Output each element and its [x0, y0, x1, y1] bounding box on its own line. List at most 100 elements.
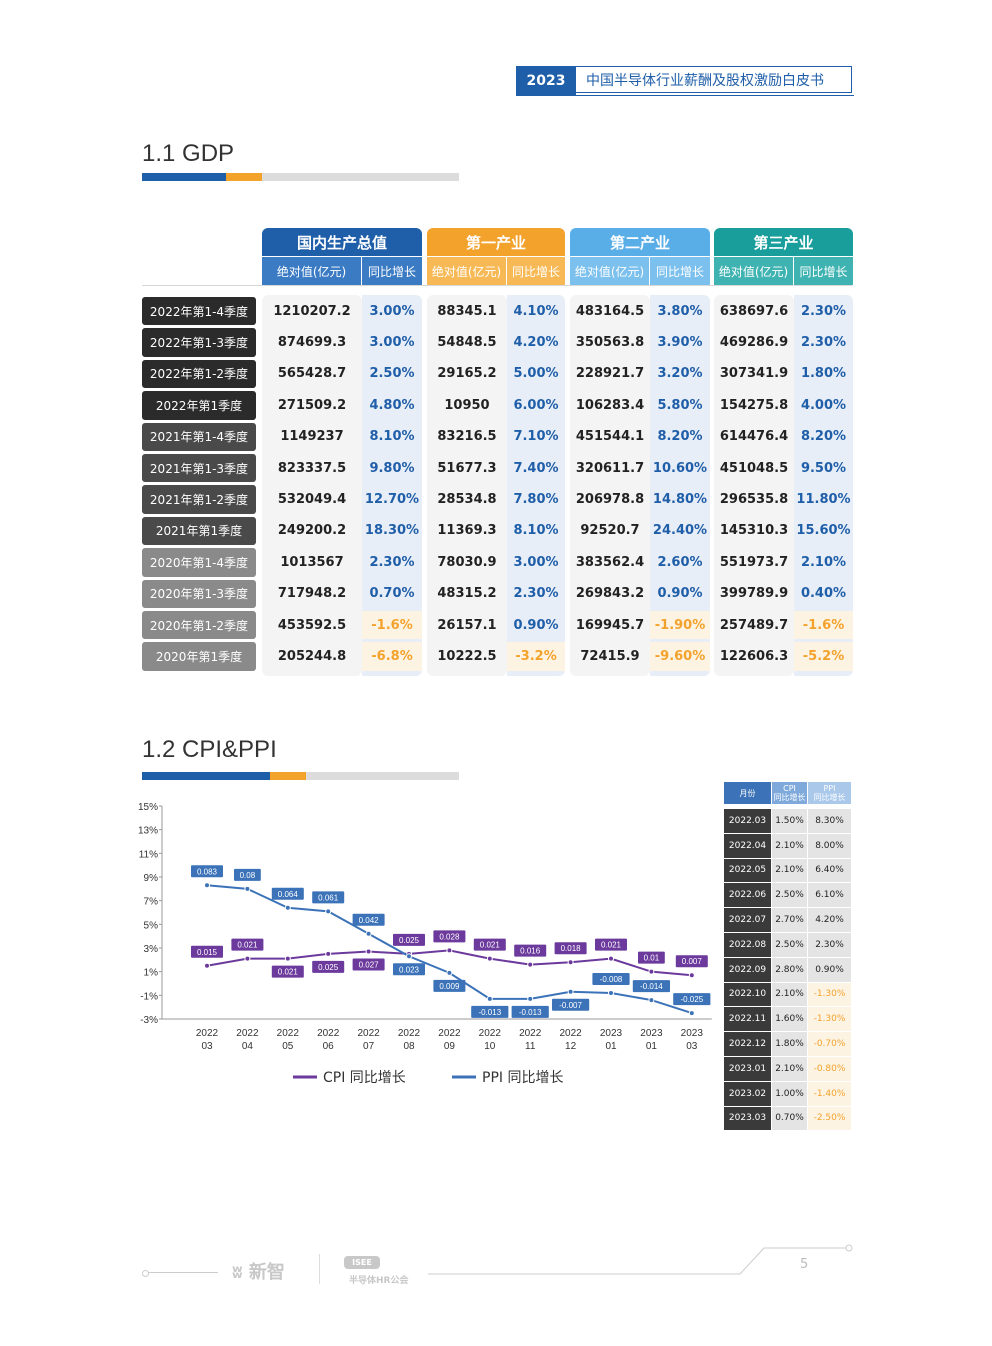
cpi-table-month: 2022.03 [724, 809, 771, 833]
gdp-cell-growth: -3.2% [507, 642, 565, 671]
gdp-row-label: 2020年第1-3季度 [142, 579, 256, 608]
gdp-cell-value: 638697.6 [719, 303, 789, 319]
ppi-data-label: 0.023 [399, 965, 420, 974]
ppi-point [486, 995, 493, 1002]
cpi-table-month: 2023.03 [724, 1106, 771, 1131]
xinzhi-logo-text: 新智 [248, 1262, 285, 1283]
cpi-data-label: 0.021 [480, 941, 501, 950]
chart-x-tick-label-year: 2022 [398, 1028, 421, 1039]
gdp-value-column-bg [427, 295, 507, 676]
chart-x-tick-label-year: 2023 [640, 1028, 663, 1039]
gdp-cell-value: 874699.3 [277, 335, 347, 351]
gdp-cell-growth: 3.00% [369, 335, 415, 351]
chart-y-tick-label: -3% [140, 1015, 158, 1026]
cpi-data-label-bg [271, 965, 304, 978]
gdp-cell-growth: 3.20% [657, 366, 703, 382]
gdp-cell-growth: 2.60% [657, 554, 703, 570]
cpi-table-ppi: -0.70% [808, 1032, 851, 1056]
ppi-data-label-bg [632, 980, 670, 993]
ppi-point [527, 995, 534, 1002]
gdp-cell-value: 249200.2 [277, 523, 347, 539]
gdp-cell-growth: 0.90% [657, 586, 703, 602]
gdp-group-header: 第三产业 [714, 228, 853, 256]
footer-line-left [148, 1272, 218, 1273]
footer-line-right [428, 1244, 853, 1275]
chart-x-tick-label-month: 12 [565, 1041, 577, 1052]
chart-x-tick-label-month: 11 [525, 1041, 536, 1052]
ppi-point [406, 953, 412, 960]
ppi-data-label-bg [352, 913, 385, 926]
ppi-point [244, 885, 251, 892]
cpi-table-ppi: 0.90% [808, 957, 851, 982]
ppi-data-label-bg [433, 979, 466, 992]
cpi-table-month: 2023.01 [724, 1057, 771, 1081]
gdp-row-label: 2022年第1-3季度 [142, 328, 256, 357]
gdp-cell-value: 453592.5 [277, 617, 347, 633]
gdp-cell-value: 83216.5 [437, 429, 497, 445]
ppi-data-label-bg [393, 963, 425, 976]
chart-x-tick-label-year: 2022 [479, 1028, 502, 1039]
gdp-cell-growth: 6.00% [513, 397, 559, 413]
gdp-cell-value: 10222.5 [437, 649, 497, 665]
cpi-data-label: 0.016 [520, 947, 541, 956]
gdp-cell-value: 399789.9 [719, 586, 789, 602]
cpi-point [527, 961, 534, 968]
gdp-group-header: 国内生产总值 [262, 228, 422, 256]
cpi-data-label-bg [554, 942, 587, 955]
ppi-data-label-bg [312, 891, 345, 904]
gdp-cell-growth: 11.80% [796, 492, 851, 508]
chart-x-tick-label-year: 2022 [559, 1028, 582, 1039]
cpi-table-cpi: 2.10% [772, 858, 807, 883]
chart-x-tick-label-month: 09 [444, 1041, 456, 1052]
gdp-cell-growth: -9.60% [650, 642, 710, 671]
gdp-cell-value: 205244.8 [277, 649, 347, 665]
gdp-section-title: 1.1 GDP [142, 140, 235, 167]
cpi-point [567, 959, 574, 966]
chart-y-tick-label: 5% [144, 920, 159, 931]
gdp-cell-growth: 4.00% [800, 397, 847, 413]
gdp-row-label: 2021年第1-2季度 [142, 485, 256, 514]
gdp-cell-growth: 3.00% [369, 303, 415, 319]
ppi-data-label: -0.014 [640, 982, 663, 991]
cpi-data-label-bg [352, 958, 385, 971]
legend-label: PPI 同比增长 [482, 1070, 563, 1086]
ppi-point [648, 997, 655, 1004]
gdp-cell-value: 614476.4 [719, 429, 789, 445]
ppi-point [204, 882, 210, 889]
cpi-table-ppi: 4.20% [808, 908, 851, 932]
cpi-table-cpi: 1.80% [772, 1032, 807, 1056]
ppi-point [446, 969, 453, 976]
page-number: 5 [800, 1257, 809, 1272]
cpi-data-label: 0.025 [399, 936, 420, 945]
cpi-table-ppi: -0.80% [808, 1057, 851, 1081]
gdp-title-underline [142, 173, 459, 181]
gdp-cell-value: 48315.2 [437, 586, 497, 602]
cpi-data-label-bg [675, 955, 708, 968]
gdp-cell-growth: 8.10% [513, 523, 559, 539]
gdp-row-label: 2021年第1季度 [142, 516, 256, 546]
ppi-data-label: -0.013 [478, 1008, 501, 1017]
gdp-cell-growth: 7.80% [513, 492, 559, 508]
ppi-data-label-bg [673, 993, 711, 1006]
gdp-cell-growth: 2.30% [513, 586, 559, 602]
gdp-cell-growth: 18.30% [364, 523, 420, 539]
cpi-table-ppi: 8.30% [808, 809, 851, 833]
gdp-row-label: 2020年第1-2季度 [142, 611, 256, 640]
gdp-cell-value: 257489.7 [719, 617, 789, 633]
chart-y-tick-label: 7% [144, 897, 159, 908]
gdp-cell-value: 154275.8 [719, 397, 789, 413]
gdp-cell-growth: 4.10% [513, 303, 559, 319]
gdp-cell-growth: 4.80% [369, 397, 415, 413]
cpi-table-month: 2022.07 [724, 908, 771, 932]
gdp-cell-value: 28534.8 [437, 492, 497, 508]
cpi-table-month: 2023.02 [724, 1081, 771, 1106]
cpi-table-cpi: 1.00% [772, 1081, 807, 1106]
cpi-table-ppi: -1.30% [808, 982, 851, 1007]
gdp-cell-value: 383562.4 [575, 554, 645, 570]
gdp-cell-growth: 24.40% [652, 523, 708, 539]
chart-x-tick-label-month: 10 [484, 1041, 496, 1052]
cpi-table-ppi: -1.40% [808, 1081, 851, 1106]
gdp-value-column-bg [570, 295, 650, 676]
ppi-point [567, 988, 574, 995]
gdp-row-label: 2021年第1-3季度 [142, 454, 256, 483]
